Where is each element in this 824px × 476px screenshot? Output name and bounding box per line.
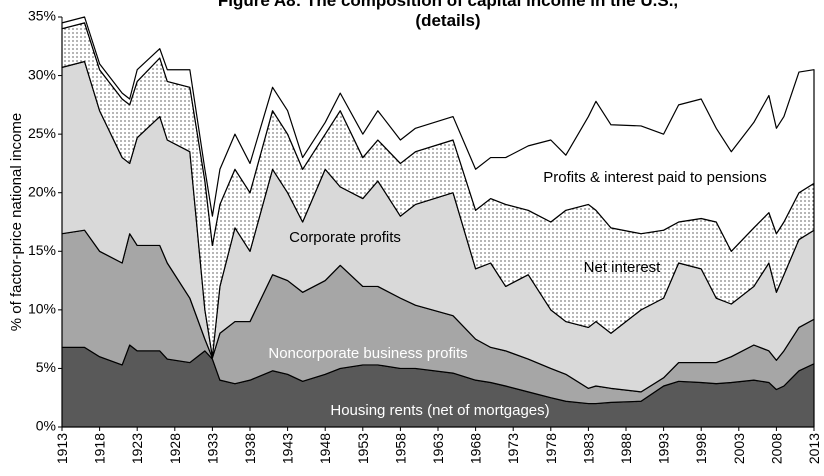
x-tick-label: 1978 [543, 433, 559, 464]
y-tick-label: 10% [28, 301, 56, 317]
x-tick-label: 2003 [731, 433, 747, 464]
x-tick-label: 1973 [505, 433, 521, 464]
x-tick-label: 1983 [580, 433, 596, 464]
x-tick-label: 1953 [355, 433, 371, 464]
chart-title: (details) [415, 11, 480, 30]
x-tick-label: 1998 [693, 433, 709, 464]
y-tick-label: 0% [36, 418, 56, 434]
area-label: Noncorporate business profits [268, 345, 467, 362]
area [61, 16, 815, 252]
area-label: Profits & interest paid to pensions [543, 169, 766, 186]
x-tick-label: 1988 [618, 433, 634, 464]
x-tick-label: 2008 [768, 433, 784, 464]
x-tick-label: 1968 [468, 433, 484, 464]
x-tick-label: 1928 [167, 433, 183, 464]
area-label: Corporate profits [289, 229, 401, 246]
x-tick-label: 1923 [129, 433, 145, 464]
y-tick-label: 30% [28, 66, 56, 82]
chart-title: Figure A8: The composition of capital in… [218, 0, 678, 10]
x-tick-label: 1943 [280, 433, 296, 464]
x-tick-label: 1958 [392, 433, 408, 464]
y-tick-label: 5% [36, 359, 56, 375]
y-axis-label: % of factor-price national income [8, 113, 25, 331]
y-tick-label: 25% [28, 125, 56, 141]
x-tick-label: 1938 [242, 433, 258, 464]
y-tick-label: 35% [28, 8, 56, 24]
x-tick-label: 1948 [317, 433, 333, 464]
x-tick-label: 1963 [430, 433, 446, 464]
x-tick-label: 2013 [806, 433, 822, 464]
x-tick-label: 1918 [92, 433, 108, 464]
y-tick-label: 20% [28, 183, 56, 199]
y-tick-label: 15% [28, 242, 56, 258]
area-label: Housing rents (net of mortgages) [330, 402, 549, 419]
area-label: Net interest [584, 259, 662, 276]
x-tick-label: 1933 [204, 433, 220, 464]
x-tick-label: 1913 [54, 433, 70, 464]
x-tick-label: 1993 [656, 433, 672, 464]
